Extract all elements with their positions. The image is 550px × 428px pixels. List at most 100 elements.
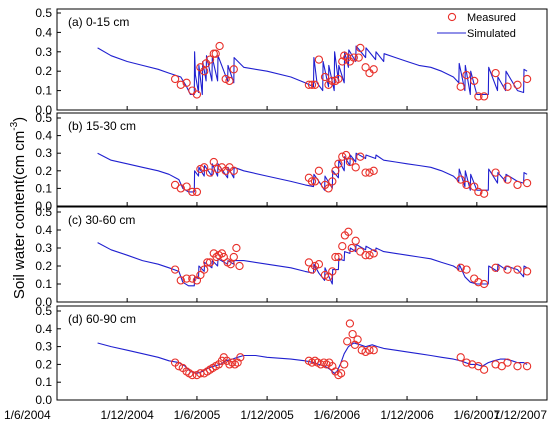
- measured-point: [522, 267, 532, 276]
- panel-label: (a) 0-15 cm: [68, 15, 129, 29]
- measured-point: [503, 265, 512, 274]
- measured-point: [340, 360, 349, 369]
- measured-point: [203, 258, 212, 267]
- measured-point: [188, 187, 197, 197]
- measured-point: [456, 263, 465, 272]
- measured-point: [215, 41, 224, 51]
- measured-point: [196, 164, 205, 174]
- measured-point: [356, 152, 365, 161]
- measured-point: [205, 55, 215, 64]
- measured-point: [470, 182, 479, 191]
- y-tick-label: 0.4: [35, 129, 52, 143]
- measured-point: [188, 274, 197, 283]
- measured-point: [226, 260, 235, 269]
- measured-point: [338, 152, 347, 161]
- measured-point: [344, 227, 353, 236]
- legend-measured-label: Measured: [467, 12, 516, 24]
- legend-measured-marker: [447, 12, 457, 22]
- measured-point: [474, 278, 483, 287]
- measured-point: [365, 168, 374, 177]
- measured-point: [365, 346, 374, 355]
- measured-point: [310, 177, 320, 186]
- panel-frame: [56, 112, 548, 207]
- measured-point: [221, 74, 230, 84]
- measured-point: [205, 258, 215, 267]
- measured-point: [182, 274, 191, 283]
- measured-point: [503, 175, 512, 184]
- y-tick-label: 0.0: [35, 295, 52, 309]
- measured-point: [205, 168, 215, 177]
- measured-point: [209, 157, 218, 167]
- measured-point: [235, 261, 244, 271]
- measured-point: [350, 340, 360, 349]
- measured-point: [182, 182, 191, 191]
- measured-point: [314, 55, 324, 64]
- y-tick-label: 0.5: [35, 304, 52, 318]
- y-axis-title: Soil water content(cm cm-3): [9, 117, 28, 299]
- measured-point: [310, 261, 320, 271]
- measured-point: [497, 362, 506, 371]
- measured-point: [314, 260, 324, 269]
- measured-point: [353, 335, 362, 344]
- measured-point: [354, 53, 363, 62]
- measured-point: [369, 346, 378, 355]
- y-tick-label: 0.5: [35, 111, 52, 125]
- measured-point: [176, 184, 185, 193]
- panel-frame: [56, 8, 548, 111]
- measured-point: [334, 252, 343, 262]
- measured-point: [462, 265, 471, 274]
- x-tick-label: 1/12/2005: [240, 408, 294, 422]
- measured-point: [356, 43, 365, 53]
- panel-label: (b) 15-30 cm: [68, 119, 136, 133]
- measured-point: [232, 243, 241, 253]
- measured-point: [219, 252, 228, 262]
- measured-point: [491, 68, 500, 78]
- x-axis: 1/6/2004 1/12/2004 1/6/2005 1/12/2005 1/6/20…: [4, 408, 547, 422]
- panel-1: 0.0 0.1 0.2 0.3 0.4 0.5 (a) 0-15 cm: [35, 6, 548, 117]
- measured-point: [479, 365, 489, 374]
- measured-point: [513, 362, 522, 371]
- measured-point: [328, 76, 337, 86]
- measured-point: [176, 80, 185, 89]
- measured-point: [170, 265, 180, 274]
- measured-point: [336, 369, 346, 378]
- measured-point: [236, 353, 245, 362]
- measured-point: [192, 187, 202, 197]
- y-tick-label: 0.3: [35, 241, 52, 255]
- simulated-series-line: [97, 45, 528, 96]
- y-tick-label: 0.2: [35, 259, 52, 273]
- measured-point: [343, 337, 352, 346]
- legend-simulated-label: Simulated: [467, 28, 516, 40]
- measured-point: [307, 80, 317, 89]
- measured-point: [347, 243, 356, 253]
- y-tick-label: 0.1: [35, 375, 52, 389]
- measured-point: [456, 82, 465, 91]
- x-tick-label: 1/6/2004: [4, 408, 51, 422]
- measured-point: [182, 78, 191, 87]
- measured-point: [200, 67, 209, 76]
- measured-point: [522, 178, 532, 188]
- measured-point: [361, 347, 370, 357]
- measured-point: [513, 180, 522, 190]
- x-tick-label: 1/12/2007: [494, 408, 548, 422]
- measured-point: [351, 163, 360, 172]
- x-tick-label: 1/6/2006: [314, 408, 361, 422]
- measured-point: [324, 272, 333, 281]
- y-tick-label: 0.1: [35, 84, 52, 98]
- measured-point: [513, 80, 522, 89]
- measured-point: [334, 159, 343, 168]
- measured-point: [474, 187, 483, 197]
- measured-point: [225, 76, 234, 86]
- measured-point: [356, 247, 365, 256]
- y-tick-label: 0.2: [35, 164, 52, 178]
- measured-point: [192, 90, 202, 99]
- legend: Measured Simulated: [437, 12, 516, 40]
- measured-point: [196, 270, 205, 280]
- measured-point: [211, 49, 220, 58]
- y-tick-label: 0.5: [35, 6, 52, 20]
- measured-point: [522, 362, 532, 371]
- y-tick-label: 0.2: [35, 64, 52, 78]
- measured-point: [213, 164, 222, 174]
- measured-point: [361, 168, 370, 177]
- measured-point: [365, 68, 374, 78]
